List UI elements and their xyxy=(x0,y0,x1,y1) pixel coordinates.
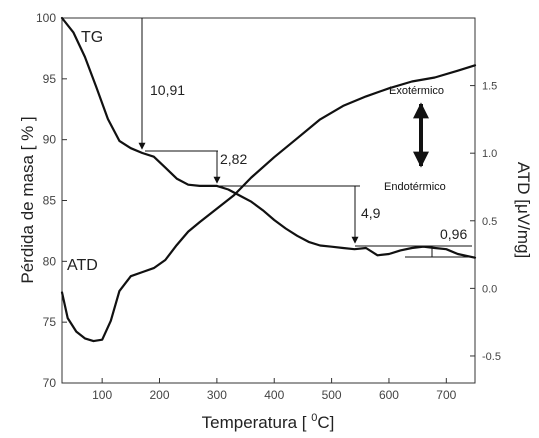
right-y-axis-ticks: -0.5 0.0 0.5 1.0 1.5 xyxy=(470,81,501,363)
x-tick-label: 500 xyxy=(322,388,342,402)
left-y-tick-label: 90 xyxy=(43,133,57,147)
annotation-0-96: 0,96 xyxy=(440,226,467,242)
right-y-tick-label: 1.0 xyxy=(482,148,497,160)
series-line-tg xyxy=(60,16,477,259)
exothermic-label: Exotérmico xyxy=(389,85,444,97)
x-tick-label: 700 xyxy=(436,388,456,402)
x-axis-title: Temperatura [ 0C] xyxy=(202,412,335,432)
plot-frame xyxy=(61,17,476,384)
series-line-atd xyxy=(60,64,477,343)
endothermic-label: Endotérmico xyxy=(384,181,446,193)
x-tick-label: 100 xyxy=(92,388,112,402)
right-y-tick-label: 1.5 xyxy=(482,81,497,93)
x-tick-label: 200 xyxy=(149,388,169,402)
left-y-tick-label: 75 xyxy=(43,315,57,329)
left-y-tick-label: 95 xyxy=(43,72,57,86)
left-y-tick-label: 70 xyxy=(43,376,57,390)
left-y-axis-title: Pérdida de masa [ % ] xyxy=(18,116,37,283)
annotation-lines xyxy=(138,18,472,258)
x-tick-label: 400 xyxy=(264,388,284,402)
annotation-10-91: 10,91 xyxy=(150,82,185,98)
annotation-2-82: 2,82 xyxy=(220,151,247,167)
left-y-tick-label: 85 xyxy=(43,194,57,208)
tg-label: TG xyxy=(81,29,103,46)
left-y-tick-label: 80 xyxy=(43,254,57,268)
right-y-tick-label: 0.0 xyxy=(482,283,497,295)
right-y-tick-label: -0.5 xyxy=(482,351,501,363)
series-lines xyxy=(60,16,477,343)
x-axis-ticks: 100 200 300 400 500 600 700 xyxy=(92,378,457,402)
left-y-axis-ticks: 70 75 80 85 90 95 100 xyxy=(36,11,67,390)
annotation-4-9: 4,9 xyxy=(361,205,381,221)
right-y-tick-label: 0.5 xyxy=(482,216,497,228)
x-tick-label: 600 xyxy=(379,388,399,402)
atd-label: ATD xyxy=(67,257,98,274)
left-y-tick-label: 100 xyxy=(36,11,56,25)
x-tick-label: 300 xyxy=(207,388,227,402)
right-y-axis-title: ATD [μV/mg] xyxy=(514,162,533,258)
